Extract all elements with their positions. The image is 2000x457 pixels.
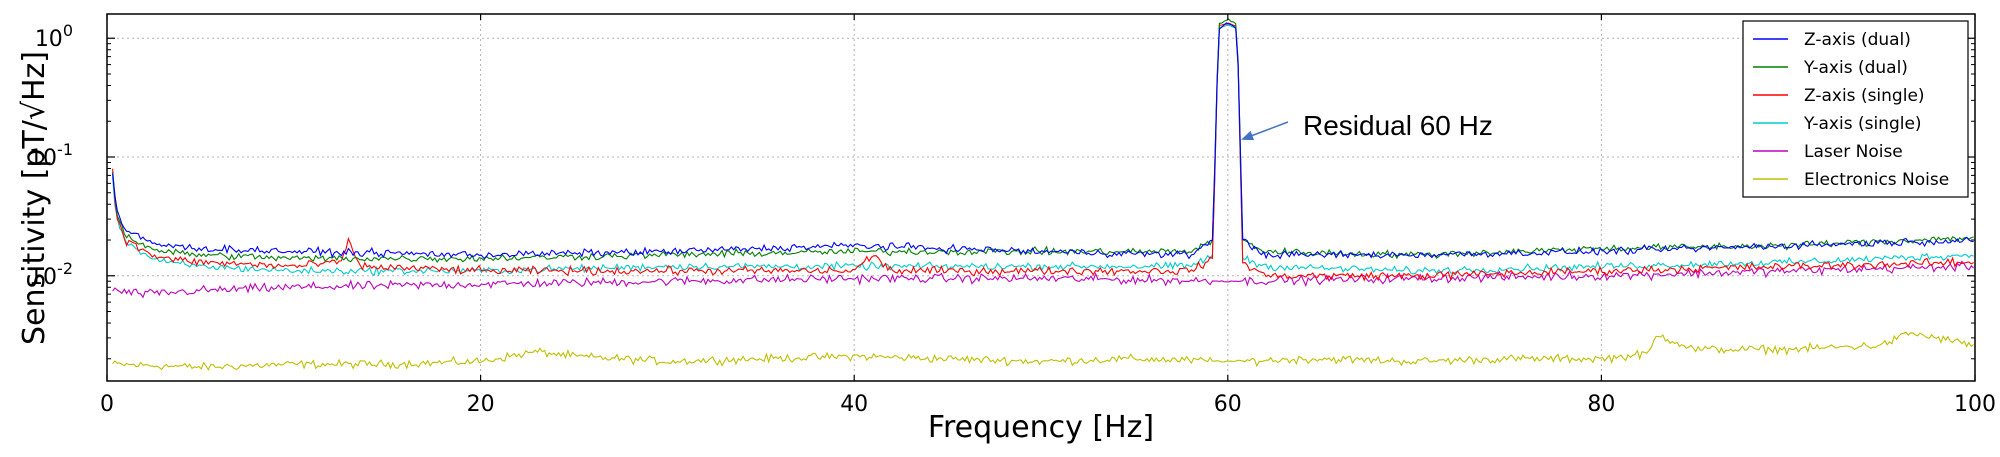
legend-label: Z-axis (dual) — [1804, 30, 1911, 50]
legend-label: Y-axis (dual) — [1803, 58, 1908, 78]
x-tick-label: 100 — [1954, 392, 1996, 417]
legend-label: Y-axis (single) — [1803, 114, 1922, 134]
x-axis-label: Frequency [Hz] — [928, 410, 1154, 445]
x-tick-label: 80 — [1587, 392, 1615, 417]
legend-box — [1742, 20, 1969, 198]
y-axis-label: Sensitivity [pT/√Hz] — [17, 51, 52, 345]
series-line-z-axis-single — [112, 22, 1974, 282]
x-tick-label: 20 — [467, 392, 495, 417]
series-layer — [112, 18, 1974, 371]
series-line-laser-noise — [112, 260, 1974, 299]
series-line-y-axis-single — [112, 24, 1974, 277]
annotation-text: Residual 60 Hz — [1303, 110, 1493, 141]
series-line-y-axis-dual — [112, 18, 1974, 263]
annotation-residual-60hz: Residual 60 Hz — [1241, 110, 1493, 141]
legend-label: Laser Noise — [1804, 142, 1903, 162]
series-line-electronics-noise — [112, 331, 1974, 371]
y-tick-label: 10-1 — [29, 140, 73, 171]
y-axis: 100 10-1 10-2 — [29, 21, 1975, 360]
legend-label: Electronics Noise — [1804, 170, 1949, 190]
annotation-arrow — [1241, 121, 1289, 141]
x-tick-label: 40 — [840, 392, 868, 417]
x-tick-label: 0 — [100, 392, 114, 417]
series-line-z-axis-dual — [112, 22, 1974, 260]
plot-frame — [106, 13, 1976, 382]
x-axis: 0 20 40 60 80 100 — [100, 14, 1996, 417]
plot-background — [107, 14, 1975, 381]
x-tick-label: 60 — [1214, 392, 1242, 417]
legend-label: Z-axis (single) — [1804, 86, 1925, 106]
y-tick-label: 100 — [35, 21, 73, 52]
y-tick-label: 10-2 — [29, 259, 73, 290]
legend: Z-axis (dual) Y-axis (dual) Z-axis (single… — [1742, 20, 1969, 198]
